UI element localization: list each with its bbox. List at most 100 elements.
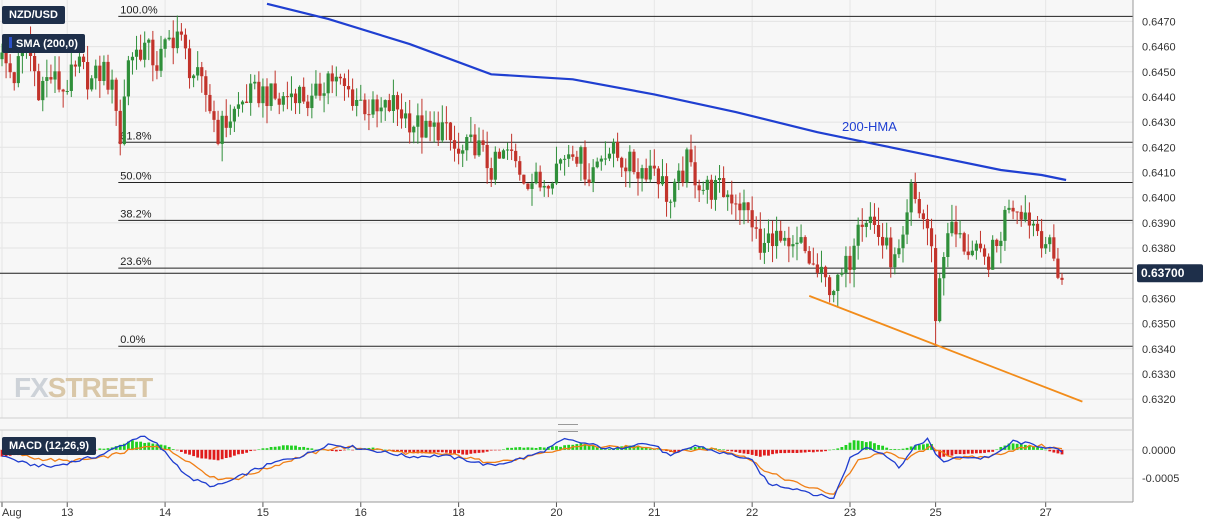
macd-histogram-bar: [436, 449, 440, 453]
candle-body: [375, 99, 379, 112]
candle-body: [746, 202, 750, 211]
macd-histogram-bar: [644, 447, 648, 450]
candle-body: [587, 179, 591, 183]
candle-body: [159, 48, 163, 71]
macd-histogram-bar: [1027, 445, 1031, 450]
candle-body: [669, 201, 673, 203]
macd-label[interactable]: MACD (12,26,9): [2, 437, 97, 455]
macd-histogram-bar: [864, 442, 868, 450]
candle-body: [501, 150, 506, 159]
macd-histogram-bar: [795, 449, 799, 453]
macd-histogram-bar: [555, 446, 558, 450]
candle-body: [958, 233, 962, 235]
candle-body: [758, 228, 762, 253]
candle-body: [134, 49, 139, 57]
macd-histogram-bar: [836, 448, 840, 450]
macd-histogram-bar: [860, 441, 864, 450]
time-tick-label: 23: [844, 507, 856, 519]
candle-body: [379, 107, 383, 112]
candle-body: [950, 221, 954, 234]
macd-histogram-bar: [767, 449, 770, 456]
candle-body: [318, 83, 322, 96]
macd-histogram-bar: [232, 449, 236, 456]
macd-histogram-bar: [518, 447, 522, 450]
price-tick-label: 0.6390: [1142, 218, 1176, 230]
candle-body: [832, 291, 836, 296]
candle-body: [432, 122, 436, 127]
candle-body: [819, 266, 824, 273]
candle-body: [872, 216, 877, 225]
candle-body: [860, 224, 864, 227]
macd-histogram-bar: [465, 449, 469, 455]
candle-body: [575, 156, 579, 164]
price-tick-label: 0.6460: [1142, 42, 1176, 54]
macd-histogram-bar: [718, 449, 721, 450]
macd-histogram-bar: [347, 449, 350, 451]
macd-histogram-bar: [946, 449, 950, 457]
macd-histogram-bar: [237, 449, 240, 455]
pane-resize-handle[interactable]: [558, 424, 578, 432]
macd-histogram-bar: [824, 449, 827, 452]
macd-histogram-bar: [224, 449, 228, 458]
macd-histogram-bar: [921, 444, 925, 450]
macd-histogram-bar: [497, 449, 501, 451]
candle-body: [673, 181, 677, 202]
candle-body: [489, 168, 493, 180]
macd-histogram-bar: [514, 447, 518, 450]
candle-body: [567, 154, 571, 159]
candle-body: [518, 161, 522, 175]
macd-histogram-bar: [408, 449, 412, 453]
candle-body: [196, 67, 200, 76]
candle-body: [913, 183, 917, 200]
candle-body: [811, 263, 815, 265]
candle-body: [526, 183, 530, 189]
price-tick-label: 0.6410: [1142, 167, 1176, 179]
candle-body: [603, 158, 607, 160]
macd-histogram-bar: [277, 446, 281, 450]
sma-label[interactable]: SMA (200,0): [2, 34, 85, 53]
candle-body: [187, 48, 192, 79]
price-tick-label: 0.6360: [1142, 293, 1176, 305]
macd-histogram-bar: [306, 447, 310, 450]
candle-body: [81, 56, 86, 63]
candle-body: [722, 178, 726, 198]
macd-histogram-bar: [192, 449, 196, 457]
macd-histogram-bar: [314, 449, 318, 451]
candle-body: [130, 56, 135, 61]
candle-body: [86, 62, 90, 90]
candle-body: [546, 185, 550, 189]
candle-body: [909, 183, 913, 213]
macd-histogram-bar: [493, 449, 497, 451]
macd-histogram-bar: [257, 449, 261, 450]
candle-body: [946, 233, 950, 257]
macd-histogram-bar: [139, 441, 143, 450]
macd-histogram-bar: [799, 449, 803, 453]
candle-body: [204, 76, 208, 95]
macd-label-text: MACD (12,26,9): [9, 440, 90, 452]
candle-body: [151, 39, 155, 66]
candle-body: [571, 154, 575, 157]
candle-body: [538, 171, 542, 188]
price-tick-label: 0.6380: [1142, 243, 1176, 255]
macd-histogram-bar: [298, 447, 302, 450]
candle-body: [848, 255, 852, 270]
macd-histogram-bar: [868, 441, 872, 450]
candle-body: [310, 95, 314, 109]
candle-body: [65, 90, 69, 92]
candle-body: [889, 237, 893, 268]
candle-body: [253, 81, 257, 84]
candle-body: [844, 255, 848, 273]
macd-histogram-bar: [1060, 449, 1064, 455]
macd-histogram-bar: [159, 444, 163, 450]
macd-histogram-bar: [689, 448, 693, 450]
macd-histogram-bar: [216, 449, 220, 461]
macd-histogram-bar: [457, 449, 461, 454]
candle-body: [921, 213, 925, 219]
price-tick-label: 0.6450: [1142, 67, 1176, 79]
macd-histogram-bar: [334, 449, 338, 452]
candle-body: [681, 170, 685, 183]
macd-tick-label: -0.0005: [1142, 473, 1179, 485]
candle-body: [163, 39, 167, 49]
candle-body: [624, 167, 628, 172]
